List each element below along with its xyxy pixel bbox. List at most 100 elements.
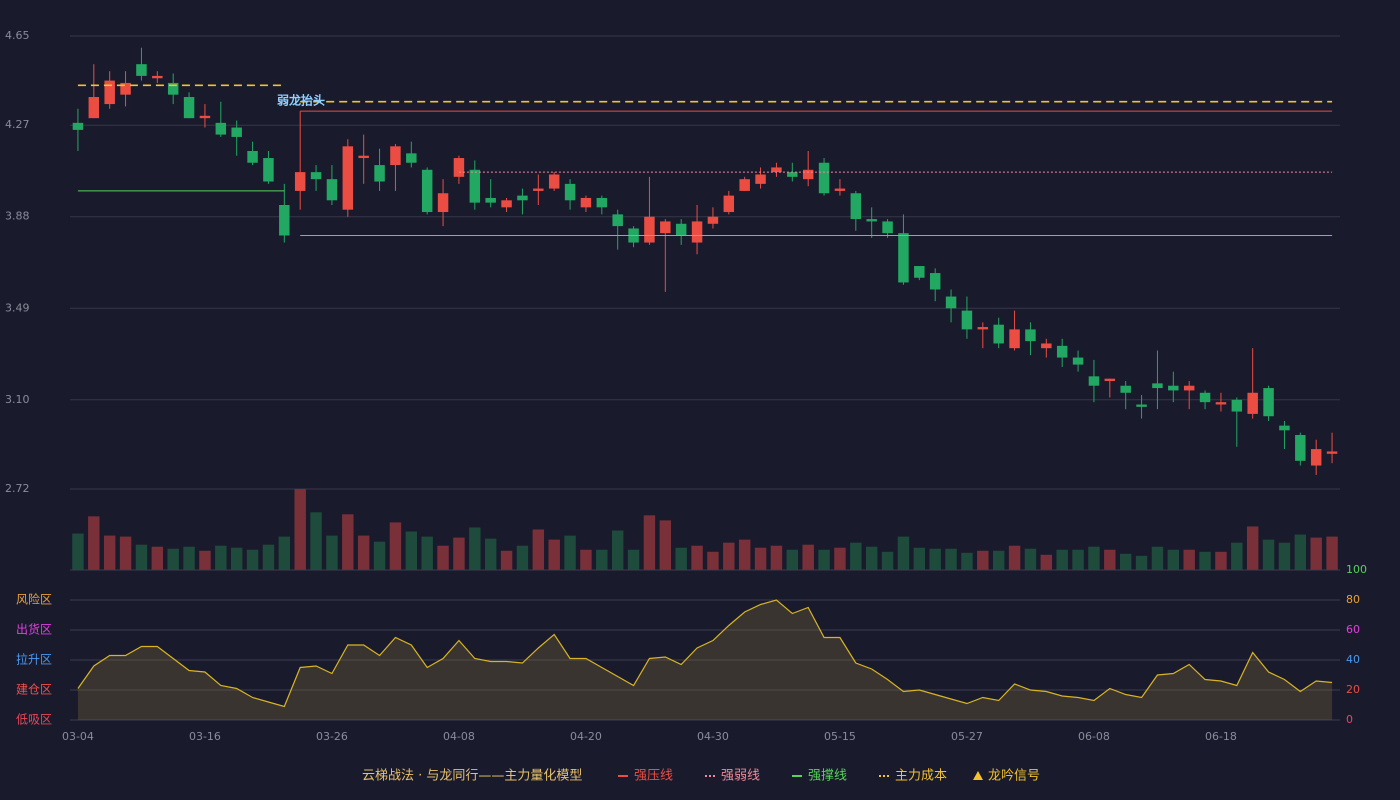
candle-body <box>691 221 703 243</box>
candle-body <box>183 97 195 119</box>
candle-body <box>961 310 973 330</box>
x-tick-label: 03-26 <box>316 730 348 743</box>
y2-tick-label: 100 <box>1346 563 1367 576</box>
volume-bar <box>167 548 179 570</box>
candle-body <box>644 216 655 243</box>
candle-body <box>787 172 798 177</box>
candle-body <box>580 197 592 208</box>
volume-bar <box>1088 546 1100 570</box>
volume-bar <box>850 542 862 570</box>
volume-bar <box>469 527 481 570</box>
legend-title: 云梯战法 · 与龙同行——主力量化模型 <box>362 769 582 784</box>
candle-body <box>1310 449 1322 466</box>
candle-body <box>390 146 401 166</box>
candle-body <box>247 151 258 163</box>
volume-bar <box>707 551 719 570</box>
candle-body <box>152 75 163 79</box>
volume-bar <box>516 545 529 570</box>
volume-bar <box>1310 537 1322 570</box>
volume-bar <box>72 533 84 570</box>
volume-bar <box>199 550 211 570</box>
volume-bar <box>421 536 433 570</box>
volume-bar <box>278 536 291 570</box>
candle-body <box>231 127 242 137</box>
indicator-line <box>77 599 1333 708</box>
candle-body <box>866 219 877 222</box>
volume-bar <box>1008 545 1021 570</box>
candle-body <box>1152 383 1163 389</box>
candle-body <box>437 193 449 213</box>
volume-bar <box>1167 549 1180 570</box>
y2-tick-label: 60 <box>1346 623 1360 636</box>
volume-bar <box>992 550 1005 570</box>
volume-bar <box>1231 542 1243 570</box>
level-line <box>77 84 1333 103</box>
candle-body <box>882 221 893 234</box>
volume-bar <box>262 544 275 570</box>
y2-tick-label: 80 <box>1346 593 1360 606</box>
candle-body <box>469 169 481 203</box>
candle-body <box>564 183 576 201</box>
candle-body <box>1041 343 1052 349</box>
candle-body <box>1120 385 1131 393</box>
volume-bar <box>1151 546 1164 570</box>
candle-body <box>660 221 671 234</box>
candle-body <box>215 122 227 135</box>
candle-body <box>1279 425 1290 431</box>
volume-bar <box>945 548 957 570</box>
candle-body <box>1088 376 1100 386</box>
volume-bar <box>326 535 338 570</box>
volume-bar <box>1294 534 1307 570</box>
volume-bar <box>151 546 164 570</box>
x-tick-label: 05-15 <box>824 730 856 743</box>
candle-body <box>294 172 306 191</box>
candle-body <box>771 167 782 173</box>
candle-body <box>977 327 989 330</box>
candle-body <box>120 82 131 95</box>
candle-body <box>1168 385 1179 391</box>
annotation: 弱龙抬头 <box>277 93 325 108</box>
x-tick-label: 04-30 <box>697 730 729 743</box>
candle-body <box>707 216 719 224</box>
candle-body <box>1199 392 1211 403</box>
legend-label: 强压线 <box>634 769 673 784</box>
candle-body <box>1183 385 1195 391</box>
candle-body <box>279 204 290 236</box>
candle-body <box>723 195 735 213</box>
candle-body <box>88 97 100 119</box>
candle-body <box>548 174 560 189</box>
volume-bar <box>437 545 449 570</box>
candle-body <box>755 174 766 184</box>
volume-bar <box>802 544 814 570</box>
candle-body <box>818 162 830 194</box>
y-tick-label: 2.72 <box>5 482 30 495</box>
volume-bar <box>818 549 830 570</box>
legend-label: 主力成本 <box>895 769 947 784</box>
volume-bar <box>183 546 195 570</box>
candle-body <box>1247 392 1258 414</box>
volume-bar <box>357 535 370 570</box>
volume-bar <box>754 547 767 570</box>
volume-bar <box>738 539 751 570</box>
volume-bar <box>865 546 878 570</box>
volume-bar <box>230 547 243 570</box>
legend-label: 强撑线 <box>808 769 847 784</box>
y-tick-label: 3.88 <box>5 210 30 223</box>
candle-body <box>993 324 1004 344</box>
volume-bar <box>897 536 910 570</box>
indicator-area <box>77 600 1333 720</box>
zone-label: 出货区 <box>16 622 52 637</box>
candle-body <box>914 266 925 278</box>
candle-body <box>802 169 814 180</box>
volume-bar <box>405 531 418 570</box>
candle-body <box>929 273 941 290</box>
y2-tick-label: 20 <box>1346 683 1360 696</box>
volume-bar <box>1119 553 1132 570</box>
candle-body <box>1326 451 1338 454</box>
volume-bar <box>643 515 656 570</box>
x-tick-label: 06-08 <box>1078 730 1110 743</box>
volume-bar <box>103 535 116 570</box>
volume-bar <box>1024 548 1037 570</box>
volume-bar <box>977 550 989 570</box>
volume-bar <box>596 549 608 570</box>
